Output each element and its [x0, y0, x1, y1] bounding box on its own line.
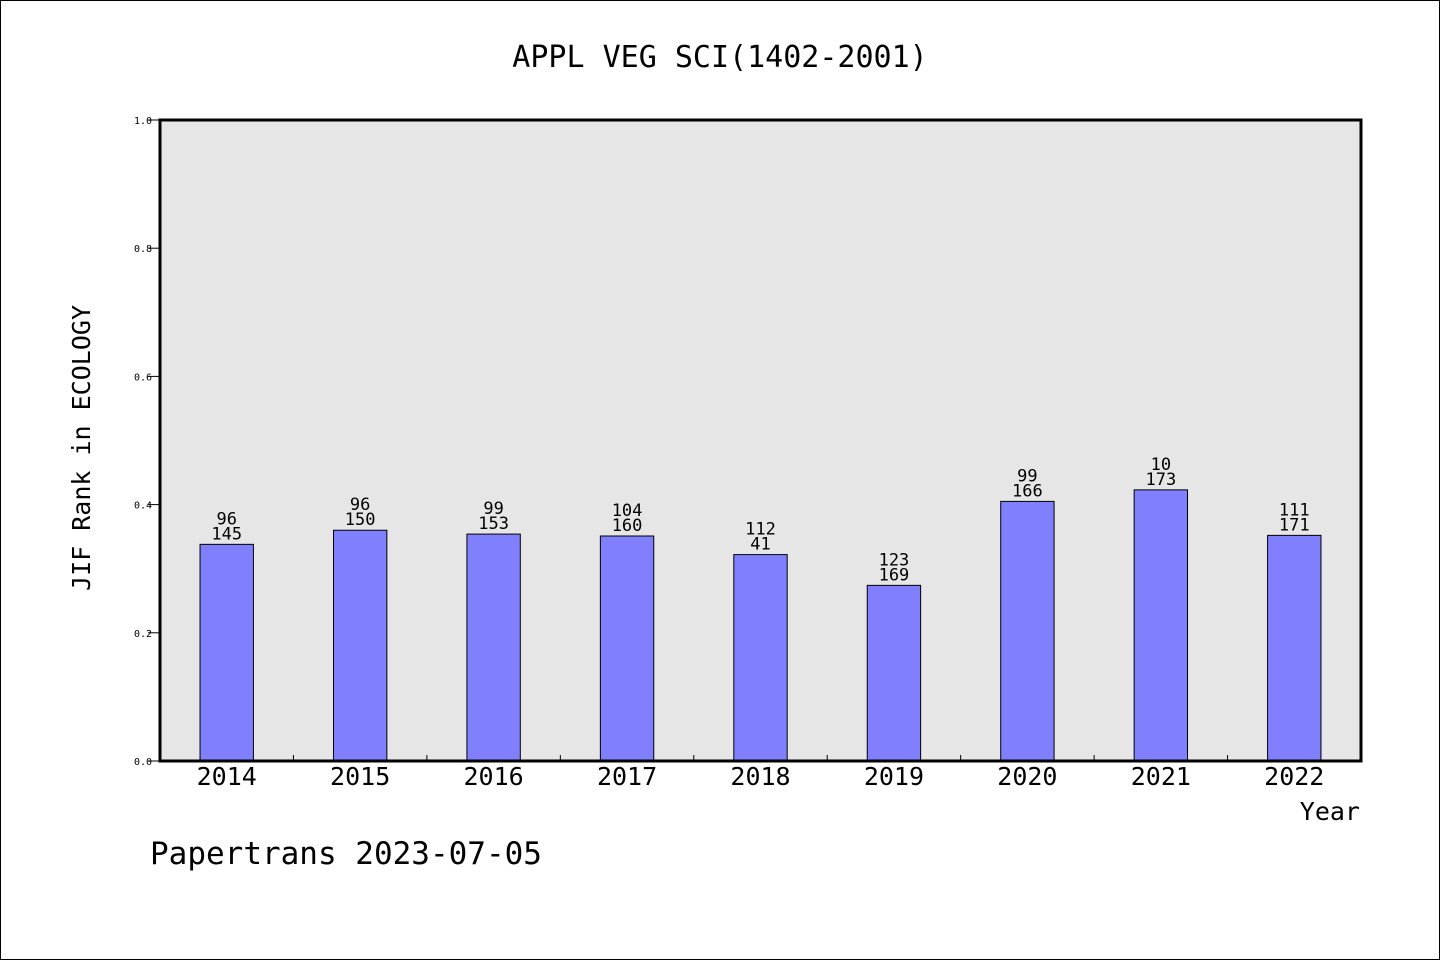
- bar-label-bottom-2021: 173: [1145, 470, 1176, 490]
- chart-title: APPL VEG SCI(1402-2001): [512, 40, 927, 75]
- bar-label-top-2018: 112: [745, 520, 776, 540]
- y-tick-label-0.2: 0.2: [134, 629, 152, 640]
- y-tick-label-1.0: 1.0: [134, 116, 152, 127]
- y-tick-label-0.8: 0.8: [134, 244, 152, 255]
- x-tick-label-2014: 2014: [197, 762, 257, 791]
- bar-label-bottom-2020: 166: [1012, 481, 1043, 501]
- bar-2018: [733, 554, 788, 762]
- x-tick-label-2022: 2022: [1264, 762, 1324, 791]
- plot-border: [158, 118, 1363, 763]
- y-tick-label-0.6: 0.6: [134, 372, 152, 383]
- bar-2015: [332, 529, 388, 762]
- bar-label-bottom-2016: 153: [478, 514, 509, 534]
- bar-label-top-2016: 99: [483, 499, 503, 519]
- bar-label-top-2019: 123: [879, 550, 910, 570]
- x-tick-label-2019: 2019: [864, 762, 924, 791]
- bar-2017: [599, 535, 655, 762]
- x-tick-label-2015: 2015: [330, 762, 390, 791]
- bar-2021: [1133, 489, 1189, 762]
- x-tick-label-2017: 2017: [597, 762, 657, 791]
- bar-2014: [199, 543, 254, 762]
- bar-2016: [466, 533, 521, 762]
- y-tick-label-0.0: 0.0: [134, 757, 152, 768]
- y-axis-ticks: 0.0 0.2 0.4 0.6 0.8 1.0: [134, 116, 160, 768]
- x-axis-label: Year: [1300, 797, 1360, 826]
- bar-label-bottom-2022: 171: [1279, 515, 1310, 535]
- bar-label-bottom-2015: 150: [345, 510, 376, 530]
- bar-label-top-2021: 10: [1151, 455, 1171, 475]
- bar-label-top-2020: 99: [1017, 466, 1037, 486]
- bar-2019: [866, 584, 922, 762]
- x-tick-label-2016: 2016: [464, 762, 524, 791]
- footer-watermark: Papertrans 2023-07-05: [150, 836, 542, 872]
- bar-label-top-2017: 104: [612, 501, 643, 521]
- x-tick-label-2021: 2021: [1131, 762, 1191, 791]
- bar-label-bottom-2014: 145: [211, 524, 242, 544]
- bar-2020: [1000, 500, 1055, 762]
- bar-label-bottom-2019: 169: [879, 565, 910, 585]
- x-tick-label-2018: 2018: [730, 762, 790, 791]
- bar-label-bottom-2018: 41: [750, 535, 770, 555]
- bar-2022: [1267, 534, 1322, 762]
- bars-group: [199, 489, 1322, 762]
- y-axis-label: JIF Rank in ECOLOGY: [67, 305, 96, 591]
- x-axis-ticks: 2014 2015 2016 2017 2018 2019 2020 2021 2022: [197, 755, 1324, 791]
- bar-label-bottom-2017: 160: [612, 516, 643, 536]
- x-tick-label-2020: 2020: [997, 762, 1057, 791]
- bar-label-top-2015: 96: [350, 495, 370, 515]
- bar-label-top-2022: 111: [1279, 500, 1310, 520]
- y-tick-label-0.4: 0.4: [134, 501, 152, 512]
- bar-label-top-2014: 96: [216, 509, 236, 529]
